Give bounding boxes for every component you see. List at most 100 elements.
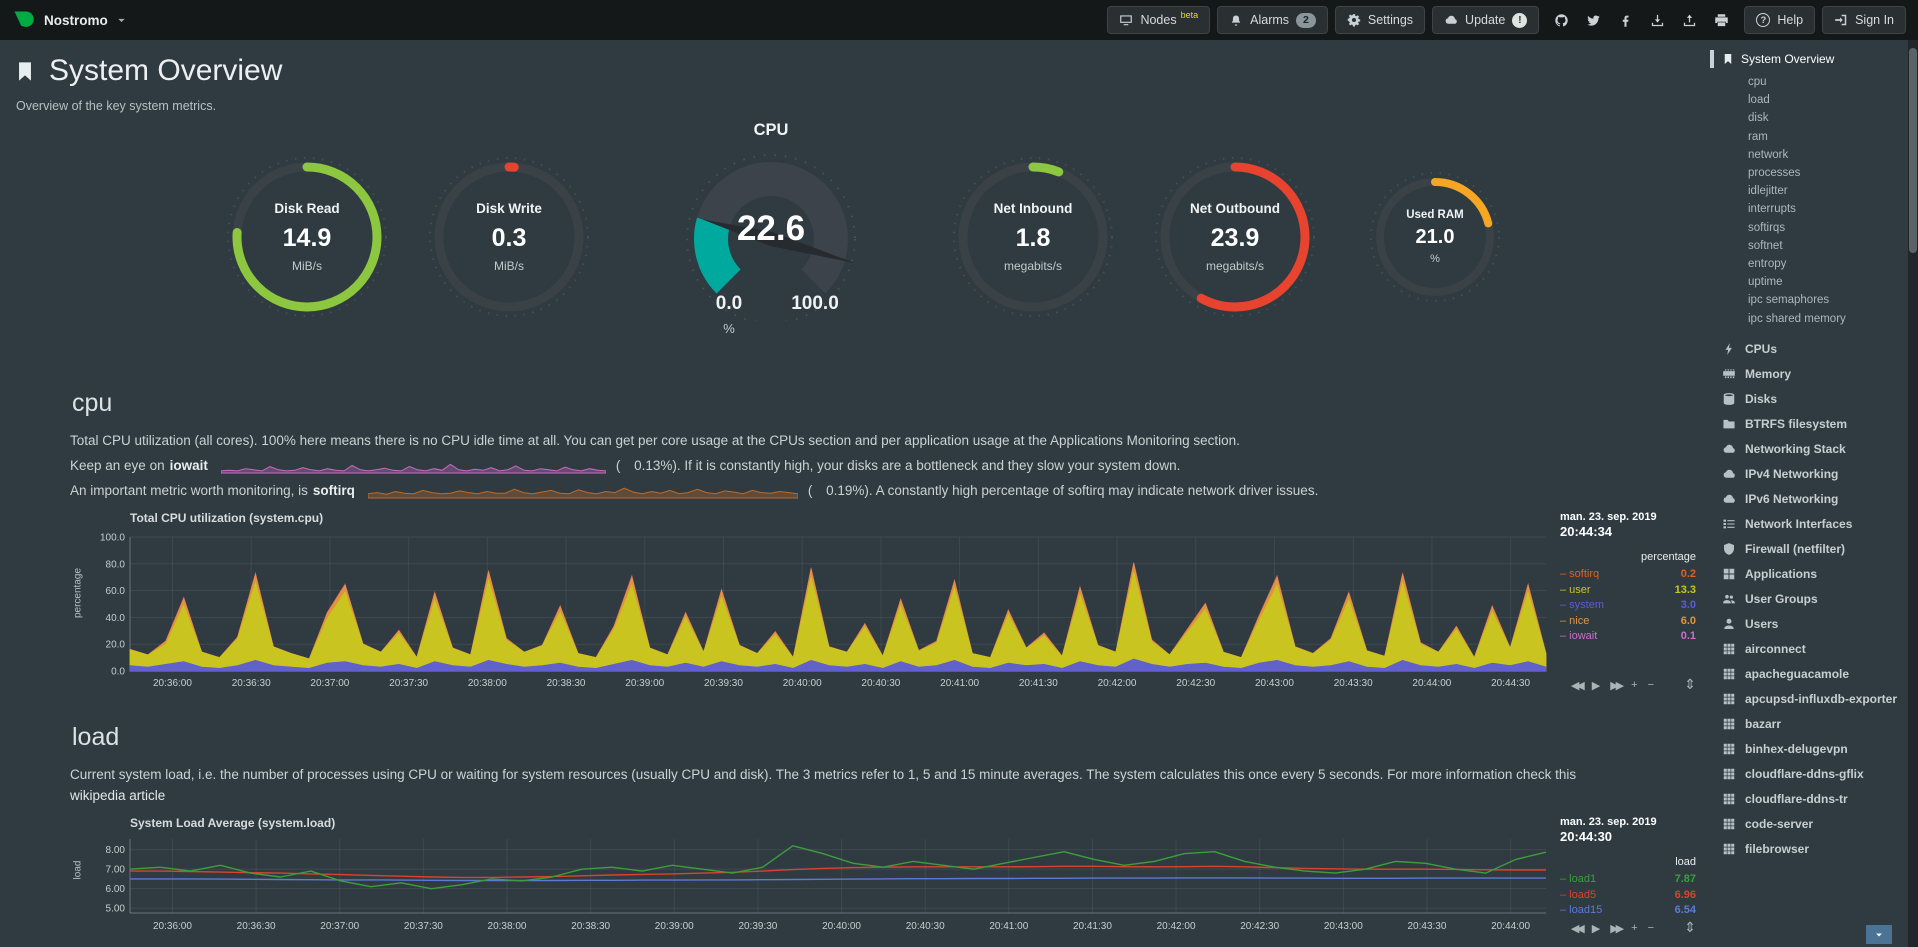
sidebar-subitem-processes[interactable]: processes	[1748, 167, 1801, 180]
svg-text:20:39:30: 20:39:30	[704, 678, 743, 689]
sidebar-subitem-cpu[interactable]: cpu	[1748, 76, 1767, 88]
legend-series-iowait[interactable]: – iowait 0.1	[1560, 629, 1696, 645]
gauge-max: 100.0	[791, 293, 839, 314]
sidebar-subitem-interrupts[interactable]: interrupts	[1748, 203, 1796, 216]
chart-play-button[interactable]: ▶	[1591, 923, 1601, 935]
chart-zoom-out-button[interactable]: −	[1647, 679, 1654, 691]
chart-zoom-in-button[interactable]: +	[1631, 922, 1638, 934]
sidebar-item-label: bazarr	[1745, 716, 1782, 731]
net-inbound-gauge[interactable]: Net Inbound 1.8 megabits/s	[945, 149, 1121, 325]
y-axis-labels: 0.0 20.0 40.0 60.0 80.0 100.0	[100, 533, 125, 678]
sidebar-subitem-softirqs[interactable]: softirqs	[1748, 221, 1786, 234]
legend-series-load5[interactable]: – load5 6.96	[1560, 888, 1696, 904]
sidebar-subitem-ram[interactable]: ram	[1748, 130, 1768, 143]
used-ram-gauge[interactable]: Used RAM 21.0 %	[1365, 167, 1505, 307]
gauge-value: 23.9	[1210, 224, 1260, 252]
node-selector[interactable]: Nostromo	[12, 8, 127, 32]
sidebar-item-firewall-netfilter[interactable]: Firewall (netfilter)	[1722, 537, 1906, 562]
svg-text:20:38:00: 20:38:00	[468, 678, 507, 689]
net-outbound-gauge[interactable]: Net Outbound 23.9 megabits/s	[1147, 149, 1323, 325]
chart-resize-handle[interactable]: ⇕	[1684, 676, 1696, 692]
cpu-chart-title: Total CPU utilization (system.cpu)	[130, 511, 324, 525]
sidebar-subitem-ipc-shared-memory[interactable]: ipc shared memory	[1748, 312, 1846, 325]
import-snapshot-button[interactable]	[1674, 6, 1704, 34]
chart-play-button[interactable]: ▶	[1591, 680, 1601, 692]
load-chart-canvas[interactable]: 5.00 6.00 7.00 8.00 20:36:00 20:36:30 20:37:00…	[86, 834, 1548, 936]
sidebar-subitem-ipc-semaphores[interactable]: ipc semaphores	[1748, 294, 1830, 307]
sidebar-item-user-groups[interactable]: User Groups	[1722, 587, 1906, 612]
update-button[interactable]: Update !	[1432, 6, 1540, 34]
cpu-chart-canvas[interactable]: 0.0 20.0 40.0 60.0 80.0 100.0 20:36:00 20:36:30…	[86, 529, 1548, 693]
chevron-down-icon	[1874, 930, 1884, 940]
sidebar-item-filebrowser[interactable]: filebrowser	[1722, 837, 1906, 862]
sidebar-item-binhex-delugevpn[interactable]: binhex-delugevpn	[1722, 737, 1906, 762]
chart-resize-handle[interactable]: ⇕	[1684, 919, 1696, 935]
sidebar-item-ipv4-networking[interactable]: IPv4 Networking	[1722, 462, 1906, 487]
legend-series-system[interactable]: – system 3.0	[1560, 598, 1696, 614]
sidebar-item-memory[interactable]: Memory	[1722, 362, 1906, 387]
bolt-icon	[1722, 342, 1736, 356]
sidebar-item-network-interfaces[interactable]: Network Interfaces	[1722, 512, 1906, 537]
sidebar-item-airconnect[interactable]: airconnect	[1722, 637, 1906, 662]
disk-read-gauge[interactable]: Disk Read 14.9 MiB/s	[219, 149, 395, 325]
chart-forward-button[interactable]: ▶▶	[1610, 680, 1624, 692]
chart-forward-button[interactable]: ▶▶	[1610, 923, 1624, 935]
cpu-section: cpu Total CPU utilization (all cores). 1…	[70, 389, 1700, 693]
sidebar-subitem-softnet[interactable]: softnet	[1748, 239, 1783, 252]
signin-button[interactable]: Sign In	[1822, 6, 1906, 34]
sidebar-subitem-uptime[interactable]: uptime	[1748, 276, 1783, 289]
sidebar-subitem-idlejitter[interactable]: idlejitter	[1748, 185, 1788, 198]
sidebar-item-system-overview[interactable]: System Overview	[1710, 50, 1906, 68]
facebook-button[interactable]	[1610, 6, 1640, 34]
nodes-button[interactable]: Nodes beta	[1107, 6, 1211, 34]
page-header: System Overview Overview of the key syst…	[14, 54, 1710, 113]
chart-zoom-in-button[interactable]: +	[1631, 679, 1638, 691]
sidebar-item-applications[interactable]: Applications	[1722, 562, 1906, 587]
sidebar-item-bazarr[interactable]: bazarr	[1722, 712, 1906, 737]
sidebar-item-label: Networking Stack	[1745, 441, 1846, 456]
legend-series-softirq[interactable]: – softirq 0.2	[1560, 567, 1696, 583]
cpu-gauge[interactable]: CPU 22.6 0.0 100.0 %	[653, 121, 889, 353]
svg-text:5.00: 5.00	[106, 904, 126, 915]
softirq-sparkline	[367, 487, 798, 498]
legend-series-user[interactable]: – user 13.3	[1560, 583, 1696, 599]
sidebar-item-networking-stack[interactable]: Networking Stack	[1722, 437, 1906, 462]
gauge-unit: megabits/s	[1205, 259, 1265, 273]
twitter-button[interactable]	[1578, 6, 1608, 34]
svg-text:20:37:30: 20:37:30	[404, 921, 443, 932]
chart-rewind-button[interactable]: ◀◀	[1570, 923, 1585, 935]
sidebar-item-code-server[interactable]: code-server	[1722, 812, 1906, 837]
folder-icon	[1722, 417, 1736, 431]
sidebar-subitem-load[interactable]: load	[1748, 94, 1770, 107]
export-snapshot-button[interactable]	[1642, 6, 1672, 34]
wikipedia-link[interactable]: wikipedia article	[70, 788, 166, 803]
help-button[interactable]: ? Help	[1744, 6, 1816, 34]
github-button[interactable]	[1546, 6, 1576, 34]
sidebar-item-cloudflare-ddns-gflix[interactable]: cloudflare-ddns-gflix	[1722, 762, 1906, 787]
legend-series-load1[interactable]: – load1 7.87	[1560, 872, 1696, 888]
sidebar-item-cloudflare-ddns-tr[interactable]: cloudflare-ddns-tr	[1722, 787, 1906, 812]
sidebar-subitem-disk[interactable]: disk	[1748, 112, 1769, 125]
gauge-value: 0.3	[491, 224, 527, 252]
sidebar-item-cpus[interactable]: CPUs	[1722, 337, 1906, 362]
chart-zoom-out-button[interactable]: −	[1647, 922, 1654, 934]
sidebar-item-ipv6-networking[interactable]: IPv6 Networking	[1722, 487, 1906, 512]
alarms-button[interactable]: Alarms 2	[1217, 6, 1328, 34]
sidebar-subitem-entropy[interactable]: entropy	[1748, 258, 1787, 271]
chart-rewind-button[interactable]: ◀◀	[1570, 680, 1585, 692]
page-scrollbar	[1908, 40, 1918, 947]
legend-series-load15[interactable]: – load15 6.54	[1560, 903, 1696, 919]
page-scrollbar-thumb[interactable]	[1909, 48, 1917, 253]
disk-read-gauge-text: Disk Read 14.9 MiB/s	[219, 149, 395, 325]
sidebar-subitem-network[interactable]: network	[1748, 148, 1789, 161]
print-button[interactable]	[1706, 6, 1736, 34]
sidebar-overflow-button[interactable]	[1866, 925, 1892, 944]
legend-series-nice[interactable]: – nice 6.0	[1560, 614, 1696, 630]
settings-button[interactable]: Settings	[1334, 6, 1426, 34]
sidebar-item-btrfs-filesystem[interactable]: BTRFS filesystem	[1722, 412, 1906, 437]
disk-write-gauge[interactable]: Disk Write 0.3 MiB/s	[421, 149, 597, 325]
sidebar-item-apcupsd-influxdb-exporter[interactable]: apcupsd-influxdb-exporter	[1722, 687, 1906, 712]
sidebar-item-apacheguacamole[interactable]: apacheguacamole	[1722, 662, 1906, 687]
sidebar-item-users[interactable]: Users	[1722, 612, 1906, 637]
sidebar-item-disks[interactable]: Disks	[1722, 387, 1906, 412]
